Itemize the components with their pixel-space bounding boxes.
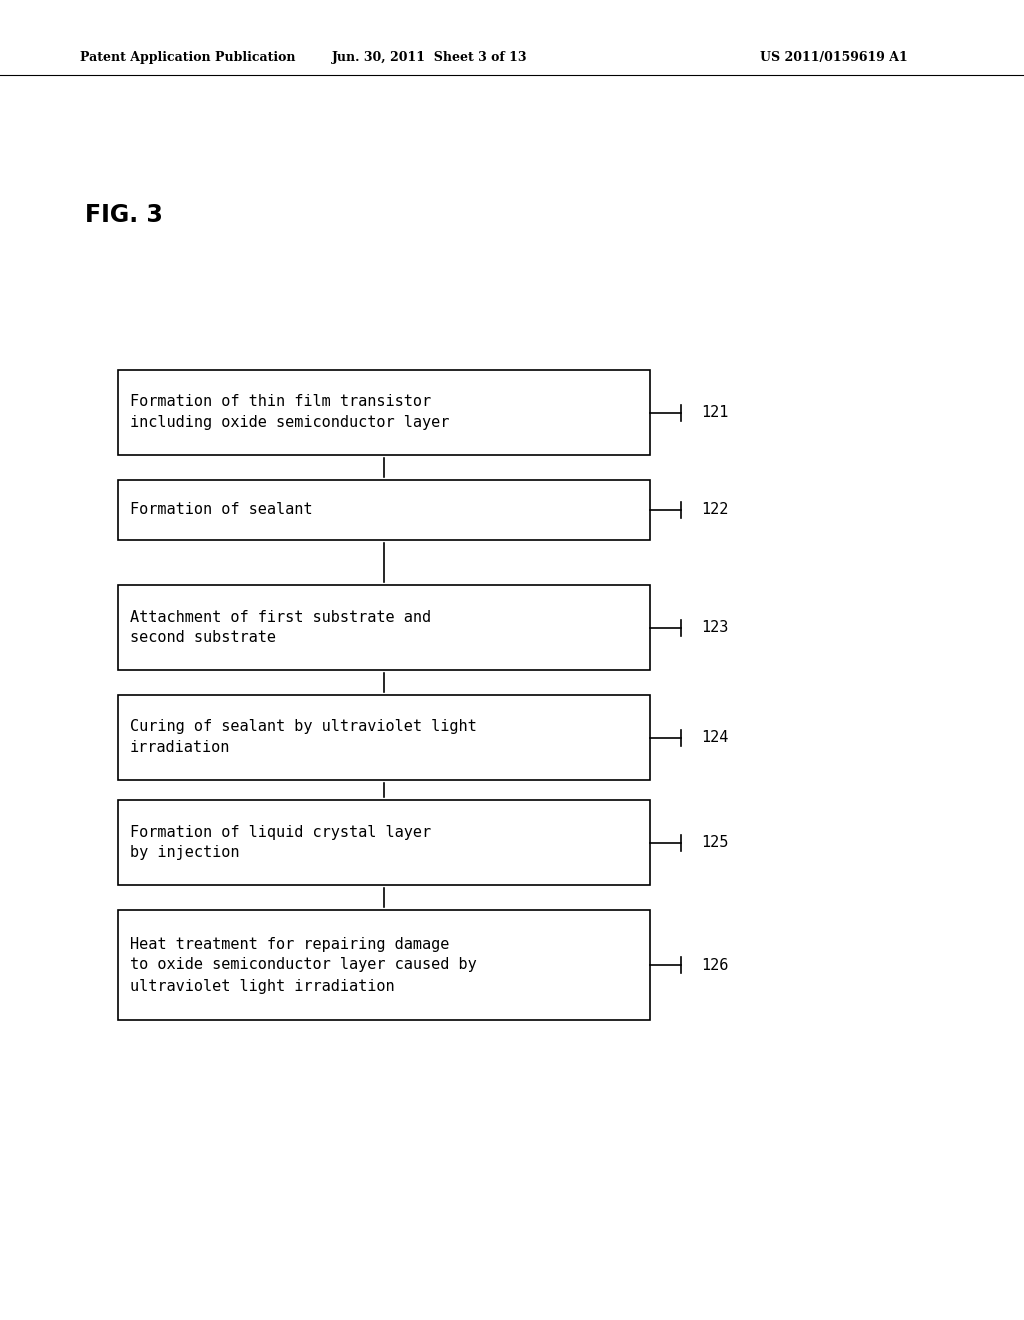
Text: 126: 126: [701, 957, 729, 973]
Text: 122: 122: [701, 503, 729, 517]
Text: 125: 125: [701, 836, 729, 850]
Text: 123: 123: [701, 620, 729, 635]
Text: Jun. 30, 2011  Sheet 3 of 13: Jun. 30, 2011 Sheet 3 of 13: [332, 50, 527, 63]
Text: 124: 124: [701, 730, 729, 744]
Text: Heat treatment for repairing damage
to oxide semiconductor layer caused by
ultra: Heat treatment for repairing damage to o…: [130, 936, 476, 994]
Bar: [118, 909, 650, 1020]
Bar: [118, 800, 650, 884]
Text: Formation of sealant: Formation of sealant: [130, 503, 312, 517]
Text: US 2011/0159619 A1: US 2011/0159619 A1: [760, 50, 907, 63]
Bar: [118, 370, 650, 455]
Bar: [118, 480, 650, 540]
Text: Formation of liquid crystal layer
by injection: Formation of liquid crystal layer by inj…: [130, 825, 431, 861]
Bar: [118, 696, 650, 780]
Text: Curing of sealant by ultraviolet light
irradiation: Curing of sealant by ultraviolet light i…: [130, 719, 476, 755]
Text: Patent Application Publication: Patent Application Publication: [80, 50, 296, 63]
Bar: [118, 585, 650, 671]
Text: 121: 121: [701, 405, 729, 420]
Text: Attachment of first substrate and
second substrate: Attachment of first substrate and second…: [130, 610, 431, 645]
Text: Formation of thin film transistor
including oxide semiconductor layer: Formation of thin film transistor includ…: [130, 395, 450, 430]
Text: FIG. 3: FIG. 3: [85, 203, 163, 227]
